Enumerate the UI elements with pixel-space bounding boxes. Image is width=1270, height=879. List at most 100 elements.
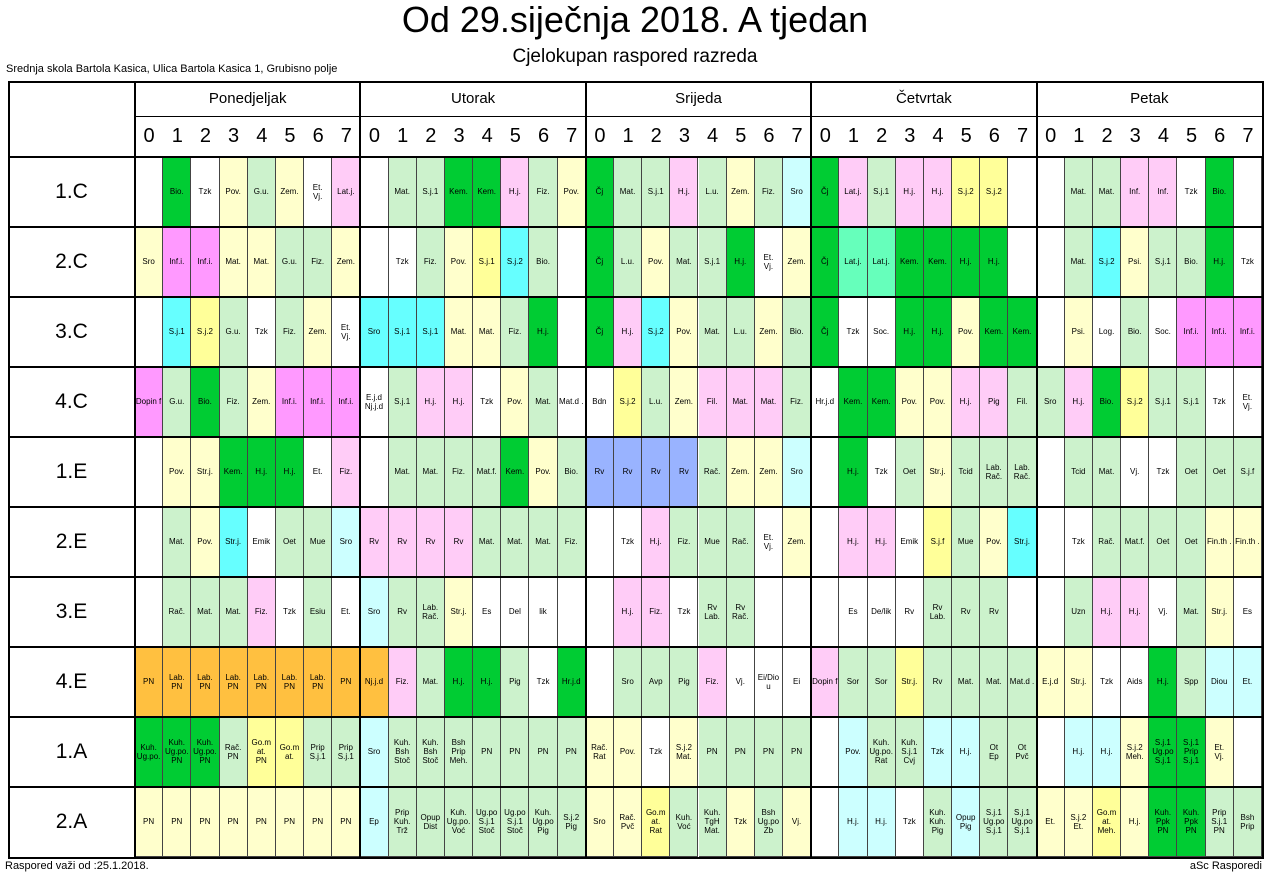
lesson-cell: Opup Pig [952, 787, 981, 857]
lesson-cell: Rač. [726, 507, 755, 577]
lesson-cell: Ep [360, 787, 389, 857]
lesson-cell: Sro [360, 577, 389, 647]
lesson-cell: Str.j. [444, 577, 474, 647]
lesson-subject: Kem. [928, 257, 947, 266]
lesson-subject: Rv [397, 537, 408, 546]
lesson-cell: Čj [585, 297, 614, 367]
lesson-cell: H.j. [895, 157, 924, 227]
lesson-subject: Fiz. [395, 677, 409, 686]
lesson-cell: Ug.po S.j.1 Stoč [501, 787, 530, 857]
lesson-subject: Et. [1214, 742, 1225, 752]
lesson-subject: Soc. [873, 327, 890, 336]
lesson-subject: Prip [1212, 808, 1227, 817]
lesson-cell: Mat. [219, 227, 248, 297]
lesson-cell: Sro [360, 297, 389, 367]
class-label: 1.C [55, 180, 88, 203]
lesson-subject: Ep [988, 751, 999, 761]
lesson-subject: Str.j. [1070, 677, 1087, 686]
lesson-subject: G.u. [281, 257, 298, 266]
lesson-subject: PN [255, 756, 267, 765]
lesson-subject: Voć [451, 826, 466, 835]
lesson-subject: Vj. [791, 817, 802, 826]
lesson-subject: Mat. [394, 187, 410, 196]
lesson-cell [585, 577, 614, 647]
period-header: 4 [1157, 125, 1169, 147]
lesson-cell: Str.j. [1064, 647, 1093, 717]
lesson-subject: Kuh. [393, 738, 411, 747]
lesson-subject: H.j. [959, 747, 972, 756]
lesson-cell: Fiz. [642, 577, 671, 647]
period-header: 7 [791, 125, 803, 147]
lesson-cell: Go.m at. Meh. [1092, 787, 1122, 857]
period-header: 1 [847, 125, 860, 147]
lesson-subject: Lab. [225, 672, 241, 682]
lesson-cell: Et. Vj. [332, 297, 361, 367]
lesson-subject: S.j.1 [1154, 257, 1171, 266]
lesson-cell: Fiz. [698, 647, 727, 717]
period-header: 0 [143, 125, 155, 147]
lesson-subject: Prip [395, 808, 410, 817]
lesson-cell: Fil. [1008, 367, 1037, 437]
lesson-subject: Mat. [535, 397, 551, 406]
lesson-subject: Mat. [704, 327, 720, 336]
lesson-subject: Uzn [1071, 607, 1086, 616]
lesson-cell: Kuh. Ppk PN [1149, 787, 1178, 857]
lesson-cell: Rv [642, 437, 671, 507]
lesson-cell: Zem. [754, 437, 784, 507]
lesson-cell [1233, 717, 1262, 787]
lesson-subject: Go.m at. [1096, 808, 1117, 826]
lesson-cell: S.j.2 [952, 157, 981, 227]
lesson-subject: Str.j. [450, 607, 467, 616]
lesson-subject: Bsh [395, 747, 410, 756]
lesson-subject: Psi. [1071, 327, 1086, 336]
lesson-subject: Log. [1098, 327, 1115, 336]
lesson-subject: Et. [1045, 817, 1056, 826]
lesson-cell: Zem. [332, 227, 361, 297]
lesson-subject: Ot [1017, 742, 1027, 752]
lesson-subject: Rv [650, 467, 661, 476]
lesson-cell: Emik [247, 507, 276, 577]
lesson-subject: Bsh [1240, 812, 1255, 822]
lesson-subject: Diou [1211, 677, 1228, 686]
lesson-subject: Zb [763, 826, 774, 835]
lesson-cell: Bdn [585, 367, 614, 437]
lesson-subject: H.j. [1072, 397, 1085, 406]
lesson-subject: Dopin f [135, 397, 162, 406]
lesson-cell: Lab. PN [163, 647, 192, 717]
lesson-subject: S.j.1 [1211, 817, 1228, 826]
lesson-subject: Oet [1184, 467, 1198, 476]
lesson-subject: Kem. [984, 327, 1004, 336]
lesson-subject: Tzk [677, 607, 691, 616]
lesson-subject: Soc. [1154, 327, 1171, 336]
lesson-subject: Lat.j. [872, 257, 890, 266]
lesson-cell: Vj. [1149, 577, 1178, 647]
lesson-subject: Es [482, 607, 492, 616]
lesson-cell: Bio. [557, 437, 586, 507]
period-header: 3 [678, 125, 690, 147]
lesson-cell: S.j.1 [867, 157, 896, 227]
lesson-subject: Bsh [761, 808, 776, 817]
lesson-subject: Pig [959, 821, 972, 831]
lesson-cell [585, 507, 614, 577]
lesson-subject: Kem. [843, 397, 863, 406]
lesson-cell: Sor [839, 647, 868, 717]
lesson-subject: Bsh [423, 747, 438, 756]
lesson-cell: Kuh. Ug.po. Voć [444, 787, 474, 857]
lesson-subject: Fiz. [423, 257, 437, 266]
lesson-subject: Vj. [735, 677, 745, 686]
lesson-subject: Bio. [1127, 327, 1142, 336]
lesson-cell: Kuh. Ug.po. PN [191, 717, 220, 787]
lesson-subject: S.j.1 [1183, 756, 1200, 765]
lesson-subject: Nj.j.d [364, 677, 384, 686]
lesson-cell: PN [275, 787, 305, 857]
lesson-subject: Zem. [759, 327, 778, 336]
lesson-subject: S.j.1 [1183, 738, 1200, 747]
lesson-subject: Tzk [1184, 187, 1198, 196]
class-label: 1.A [55, 740, 88, 763]
lesson-cell: Et. Vj. [754, 227, 784, 297]
lesson-cell: Mat. [698, 297, 727, 367]
lesson-subject: Oet [1212, 467, 1226, 476]
lesson-subject: Vj. [1130, 467, 1140, 476]
lesson-cell: Sro [783, 157, 812, 227]
lesson-subject: Meh. [1097, 826, 1116, 835]
